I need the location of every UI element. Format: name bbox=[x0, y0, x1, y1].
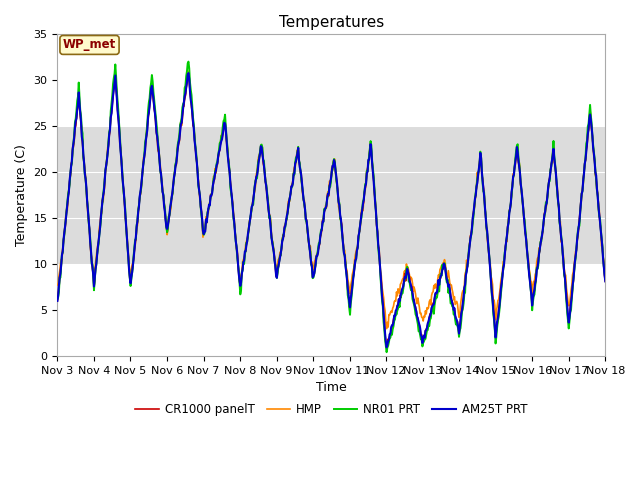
AM25T PRT bbox=[399, 283, 407, 289]
Line: NR01 PRT: NR01 PRT bbox=[58, 61, 605, 352]
Bar bbox=[58, 126, 605, 264]
CR1000 panelT bbox=[205, 204, 213, 209]
HMP bbox=[120, 188, 127, 193]
Y-axis label: Temperature (C): Temperature (C) bbox=[15, 144, 28, 246]
CR1000 panelT bbox=[120, 189, 127, 195]
CR1000 panelT bbox=[602, 278, 609, 284]
Title: Temperatures: Temperatures bbox=[279, 15, 384, 30]
HMP bbox=[415, 304, 423, 310]
AM25T PRT bbox=[184, 70, 192, 76]
NR01 PRT bbox=[184, 59, 192, 64]
Line: AM25T PRT: AM25T PRT bbox=[58, 73, 605, 348]
NR01 PRT bbox=[602, 276, 609, 281]
HMP bbox=[383, 326, 390, 332]
CR1000 panelT bbox=[63, 203, 71, 209]
HMP bbox=[63, 207, 71, 213]
HMP bbox=[175, 139, 183, 144]
NR01 PRT bbox=[399, 285, 407, 291]
HMP bbox=[54, 282, 61, 288]
NR01 PRT bbox=[205, 204, 213, 210]
HMP bbox=[399, 276, 407, 281]
AM25T PRT bbox=[205, 202, 213, 208]
AM25T PRT bbox=[120, 187, 127, 193]
HMP bbox=[184, 68, 191, 73]
CR1000 panelT bbox=[184, 71, 192, 77]
HMP bbox=[205, 203, 213, 208]
Legend: CR1000 panelT, HMP, NR01 PRT, AM25T PRT: CR1000 panelT, HMP, NR01 PRT, AM25T PRT bbox=[131, 398, 532, 421]
Line: HMP: HMP bbox=[58, 71, 605, 329]
CR1000 panelT bbox=[175, 138, 183, 144]
AM25T PRT bbox=[63, 203, 71, 208]
NR01 PRT bbox=[383, 349, 390, 355]
NR01 PRT bbox=[54, 296, 61, 302]
Line: CR1000 panelT: CR1000 panelT bbox=[58, 74, 605, 348]
NR01 PRT bbox=[175, 132, 183, 138]
AM25T PRT bbox=[602, 278, 609, 284]
NR01 PRT bbox=[120, 191, 127, 196]
CR1000 panelT bbox=[54, 298, 61, 303]
AM25T PRT bbox=[383, 345, 390, 350]
Text: WP_met: WP_met bbox=[63, 38, 116, 51]
AM25T PRT bbox=[54, 298, 61, 304]
HMP bbox=[602, 271, 609, 277]
AM25T PRT bbox=[415, 322, 423, 328]
X-axis label: Time: Time bbox=[316, 381, 347, 394]
NR01 PRT bbox=[63, 200, 71, 206]
CR1000 panelT bbox=[415, 322, 423, 328]
NR01 PRT bbox=[415, 328, 423, 334]
AM25T PRT bbox=[175, 137, 183, 143]
CR1000 panelT bbox=[383, 345, 390, 350]
CR1000 panelT bbox=[399, 281, 407, 287]
